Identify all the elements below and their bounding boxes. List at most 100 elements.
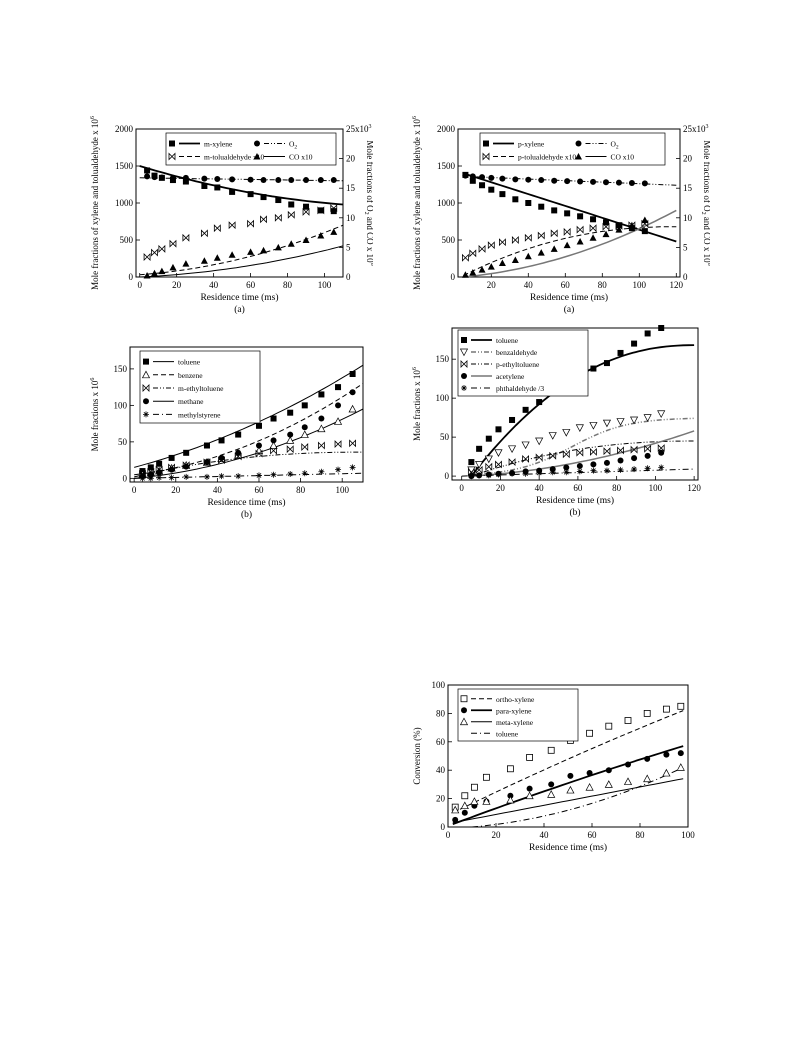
model-curve	[139, 224, 344, 276]
data-point	[625, 761, 631, 768]
legend-symbol	[459, 717, 469, 726]
data-point	[462, 253, 469, 262]
model-curve	[471, 766, 684, 828]
data-point	[228, 221, 236, 230]
data-point	[576, 448, 584, 457]
data-point	[143, 272, 151, 279]
y-tick-label: 0	[441, 822, 446, 832]
data-point	[485, 462, 493, 471]
y-tick-label: 500	[120, 235, 134, 245]
data-point	[349, 371, 356, 377]
y-tick-label: 150	[436, 354, 450, 364]
data-point	[333, 417, 343, 425]
x-tick-label: 80	[612, 483, 622, 493]
data-point	[488, 174, 495, 181]
data-point	[255, 442, 262, 449]
legend-label: toluene	[496, 729, 519, 738]
data-point	[575, 424, 584, 433]
x-tick-label: 80	[283, 280, 293, 290]
y-tick-label: 40	[436, 765, 446, 775]
data-point	[275, 197, 282, 204]
data-point	[471, 783, 478, 791]
data-point	[156, 474, 163, 481]
data-point	[525, 200, 532, 206]
data-point	[521, 441, 530, 450]
x-tick-label: 0	[132, 485, 137, 495]
data-point	[469, 269, 477, 276]
x-axis-label: Residence time (ms)	[200, 292, 278, 303]
data-point	[508, 458, 516, 467]
data-point	[628, 221, 636, 229]
data-point	[537, 249, 545, 256]
data-point	[317, 441, 325, 450]
data-point	[605, 767, 612, 774]
legend-label: CO x10	[611, 153, 635, 162]
data-point	[156, 469, 163, 476]
data-point	[147, 471, 154, 478]
data-point	[349, 439, 356, 448]
x-tick-label: 120	[687, 483, 701, 493]
y2-tick-label: 10	[683, 213, 693, 223]
data-point	[255, 472, 262, 479]
x-axis-label: Residence time (ms)	[207, 497, 285, 508]
plot-frame	[447, 684, 689, 828]
legend-box	[165, 132, 337, 166]
data-point	[318, 415, 325, 422]
y2-tick-label: 0	[346, 272, 351, 282]
model-curve	[471, 417, 695, 476]
chart-p-xylene-svg: 20 40 60 80 100 12005001000150020000510152025…	[412, 116, 712, 315]
model-curve	[471, 430, 695, 477]
x-tick-label: 20	[487, 280, 497, 290]
data-point	[498, 259, 506, 266]
y-tick-label: 80	[436, 708, 446, 718]
legend-symbol	[575, 153, 582, 160]
data-point	[577, 178, 584, 185]
y2-tick-label: 15	[346, 183, 356, 193]
y-tick-label: 2000	[437, 124, 456, 134]
data-point	[549, 451, 557, 460]
legend-symbol	[483, 140, 489, 147]
data-point	[218, 437, 225, 444]
legend-label: m-xylene	[204, 140, 233, 149]
legend-label: toluene	[496, 336, 519, 345]
data-point	[603, 360, 610, 367]
data-point	[228, 251, 236, 258]
data-point	[203, 459, 210, 466]
data-point	[617, 446, 624, 455]
x-tick-label: 80	[598, 280, 608, 290]
data-point	[590, 365, 597, 372]
data-point	[213, 224, 221, 233]
data-point	[286, 436, 295, 444]
data-point	[662, 768, 671, 777]
data-point	[475, 465, 483, 474]
data-point	[147, 464, 154, 471]
model-curve	[463, 172, 677, 243]
x-tick-label: 80	[296, 485, 306, 495]
y-tick-label: 1500	[115, 161, 134, 171]
data-point	[549, 469, 556, 476]
chart-p-xylene-products-svg: 0 20 40 60 80 100 120 0 50 100 150 Residence time (…	[412, 325, 701, 518]
data-point	[214, 175, 221, 182]
legend-symbol	[460, 360, 468, 368]
data-point	[547, 790, 556, 798]
data-point	[203, 442, 210, 449]
model-curve	[139, 165, 344, 206]
data-point	[616, 418, 625, 426]
data-point	[522, 470, 529, 477]
x-tick-label: 0	[446, 830, 451, 840]
legend-symbol	[143, 358, 149, 365]
data-point	[488, 186, 495, 193]
x-tick-label: 0	[137, 280, 142, 290]
data-point	[182, 233, 190, 242]
data-point	[269, 441, 278, 449]
data-point	[247, 219, 254, 228]
data-point	[509, 416, 516, 423]
data-point	[629, 416, 639, 425]
data-point	[551, 177, 558, 184]
data-point	[644, 465, 651, 472]
x-tick-label: 60	[254, 485, 264, 495]
data-point	[235, 449, 242, 456]
data-point	[275, 177, 282, 184]
panel-caption: (a)	[234, 304, 245, 315]
data-point	[522, 406, 529, 413]
